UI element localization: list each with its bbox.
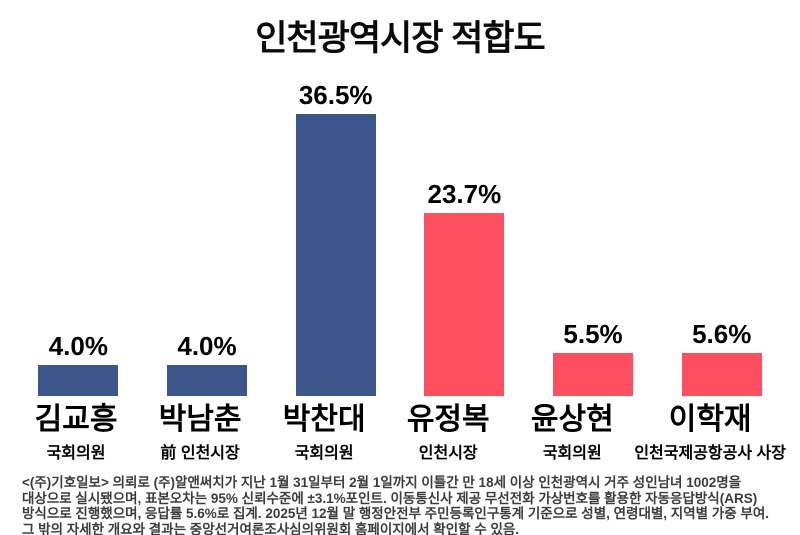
bar-yujeongbok xyxy=(424,213,505,396)
candidate-role: 인천시장 xyxy=(418,445,478,462)
candidate-label: 김교흥 국회의원 xyxy=(14,403,138,463)
bar-kimgyoheung xyxy=(38,365,119,396)
value-label: 4.0% xyxy=(48,331,108,361)
candidate-role: 국회의원 xyxy=(294,445,354,462)
value-label: 5.6% xyxy=(692,319,752,349)
candidate-role: 前 인천시장 xyxy=(160,445,240,462)
value-label: 4.0% xyxy=(177,331,237,361)
value-label: 5.5% xyxy=(563,319,623,349)
candidate-label: 박남춘 前 인천시장 xyxy=(138,403,262,463)
bar-column-baknamchun: 4.0% xyxy=(143,331,272,396)
category-axis-labels: 김교흥 국회의원 박남춘 前 인천시장 박찬대 국회의원 유정복 인천시장 윤상… xyxy=(0,403,800,463)
bar-chart-plot-area: 4.0% 4.0% 36.5% 23.7% 5.5% 5.6% xyxy=(0,64,800,396)
bar-column-ihakjae: 5.6% xyxy=(657,319,786,396)
candidate-name: 박남춘 xyxy=(158,403,242,436)
value-label: 23.7% xyxy=(427,179,502,209)
value-label: 36.5% xyxy=(298,80,373,110)
candidate-name: 윤상현 xyxy=(530,403,614,436)
bar-column-bakchandae: 36.5% xyxy=(271,80,400,396)
bar-column-yujeongbok: 23.7% xyxy=(400,179,529,396)
candidate-label: 유정복 인천시장 xyxy=(386,403,510,463)
candidate-label: 이학재 인천국제공항공사 사장 xyxy=(634,403,786,463)
methodology-note: <(주)기호일보> 의뢰로 (주)알앤써치가 지난 1월 31일부터 2월 1일… xyxy=(22,475,769,535)
candidate-label: 윤상현 국회의원 xyxy=(510,403,634,463)
bar-column-yunsanghyeon: 5.5% xyxy=(529,319,658,396)
bar-column-kimgyoheung: 4.0% xyxy=(14,331,143,396)
bar-bakchandae xyxy=(295,114,376,396)
bar-baknamchun xyxy=(167,365,247,396)
chart-title: 인천광역시장 적합도 xyxy=(255,19,546,58)
candidate-name: 박찬대 xyxy=(282,403,366,436)
candidate-name: 김교흥 xyxy=(34,403,118,436)
bar-yunsanghyeon xyxy=(553,353,634,396)
candidate-role: 국회의원 xyxy=(46,445,106,462)
candidate-label: 박찬대 국회의원 xyxy=(262,403,386,463)
candidate-role: 국회의원 xyxy=(542,445,602,462)
candidate-name: 이학재 xyxy=(668,403,752,436)
bar-ihakjae xyxy=(681,353,762,396)
candidate-role: 인천국제공항공사 사장 xyxy=(634,445,786,462)
candidate-name: 유정복 xyxy=(406,403,490,436)
